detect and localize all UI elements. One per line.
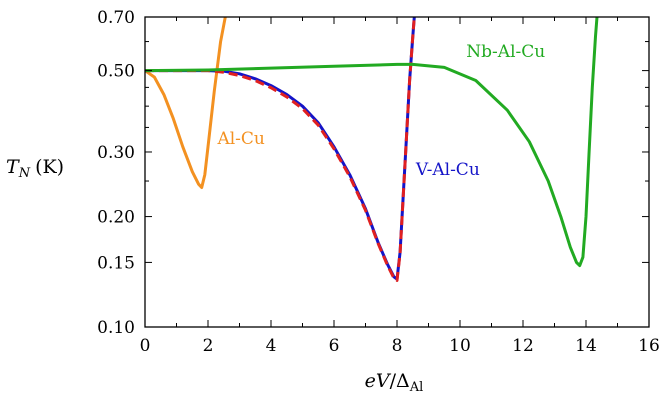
y-tick-label: 0.50 xyxy=(97,62,135,82)
y-tick-label: 0.70 xyxy=(97,8,135,28)
x-tick-label: 6 xyxy=(329,336,340,356)
x-tick-label: 2 xyxy=(203,336,214,356)
annotations-layer: Al-Cu V-Al-Cu Nb-Al-Cu xyxy=(216,42,545,180)
x-tick-label: 10 xyxy=(449,336,471,356)
ticks-layer: 0 2 4 6 8 10 12 14 16 0.10 0.15 0.20 0.30 0.50 0.70 xyxy=(97,8,660,356)
y-tick-label: 0.15 xyxy=(97,253,135,273)
y-axis-label: TN (K) xyxy=(6,156,64,181)
curves-layer xyxy=(145,17,599,282)
curve-label-v-al-cu: V-Al-Cu xyxy=(415,160,480,180)
y-tick-label: 0.20 xyxy=(97,208,135,228)
x-tick-label: 12 xyxy=(512,336,534,356)
x-axis-label: eV/ΔAl xyxy=(365,370,424,395)
x-tick-label: 4 xyxy=(266,336,277,356)
x-tick-label: 14 xyxy=(575,336,597,356)
curve-label-al-cu: Al-Cu xyxy=(216,129,264,149)
y-tick-label: 0.30 xyxy=(97,143,135,163)
series-line-v-al-cu xyxy=(145,17,416,281)
series-line-dashed-2 xyxy=(145,17,416,282)
series-line-al-cu xyxy=(145,17,227,189)
y-tick-label: 0.10 xyxy=(97,318,135,338)
series-line-nb-al-cu xyxy=(145,17,599,268)
x-tick-label: 8 xyxy=(392,336,403,356)
curve-label-nb-al-cu: Nb-Al-Cu xyxy=(466,42,545,62)
x-tick-label: 16 xyxy=(638,336,660,356)
x-tick-label: 0 xyxy=(140,336,151,356)
